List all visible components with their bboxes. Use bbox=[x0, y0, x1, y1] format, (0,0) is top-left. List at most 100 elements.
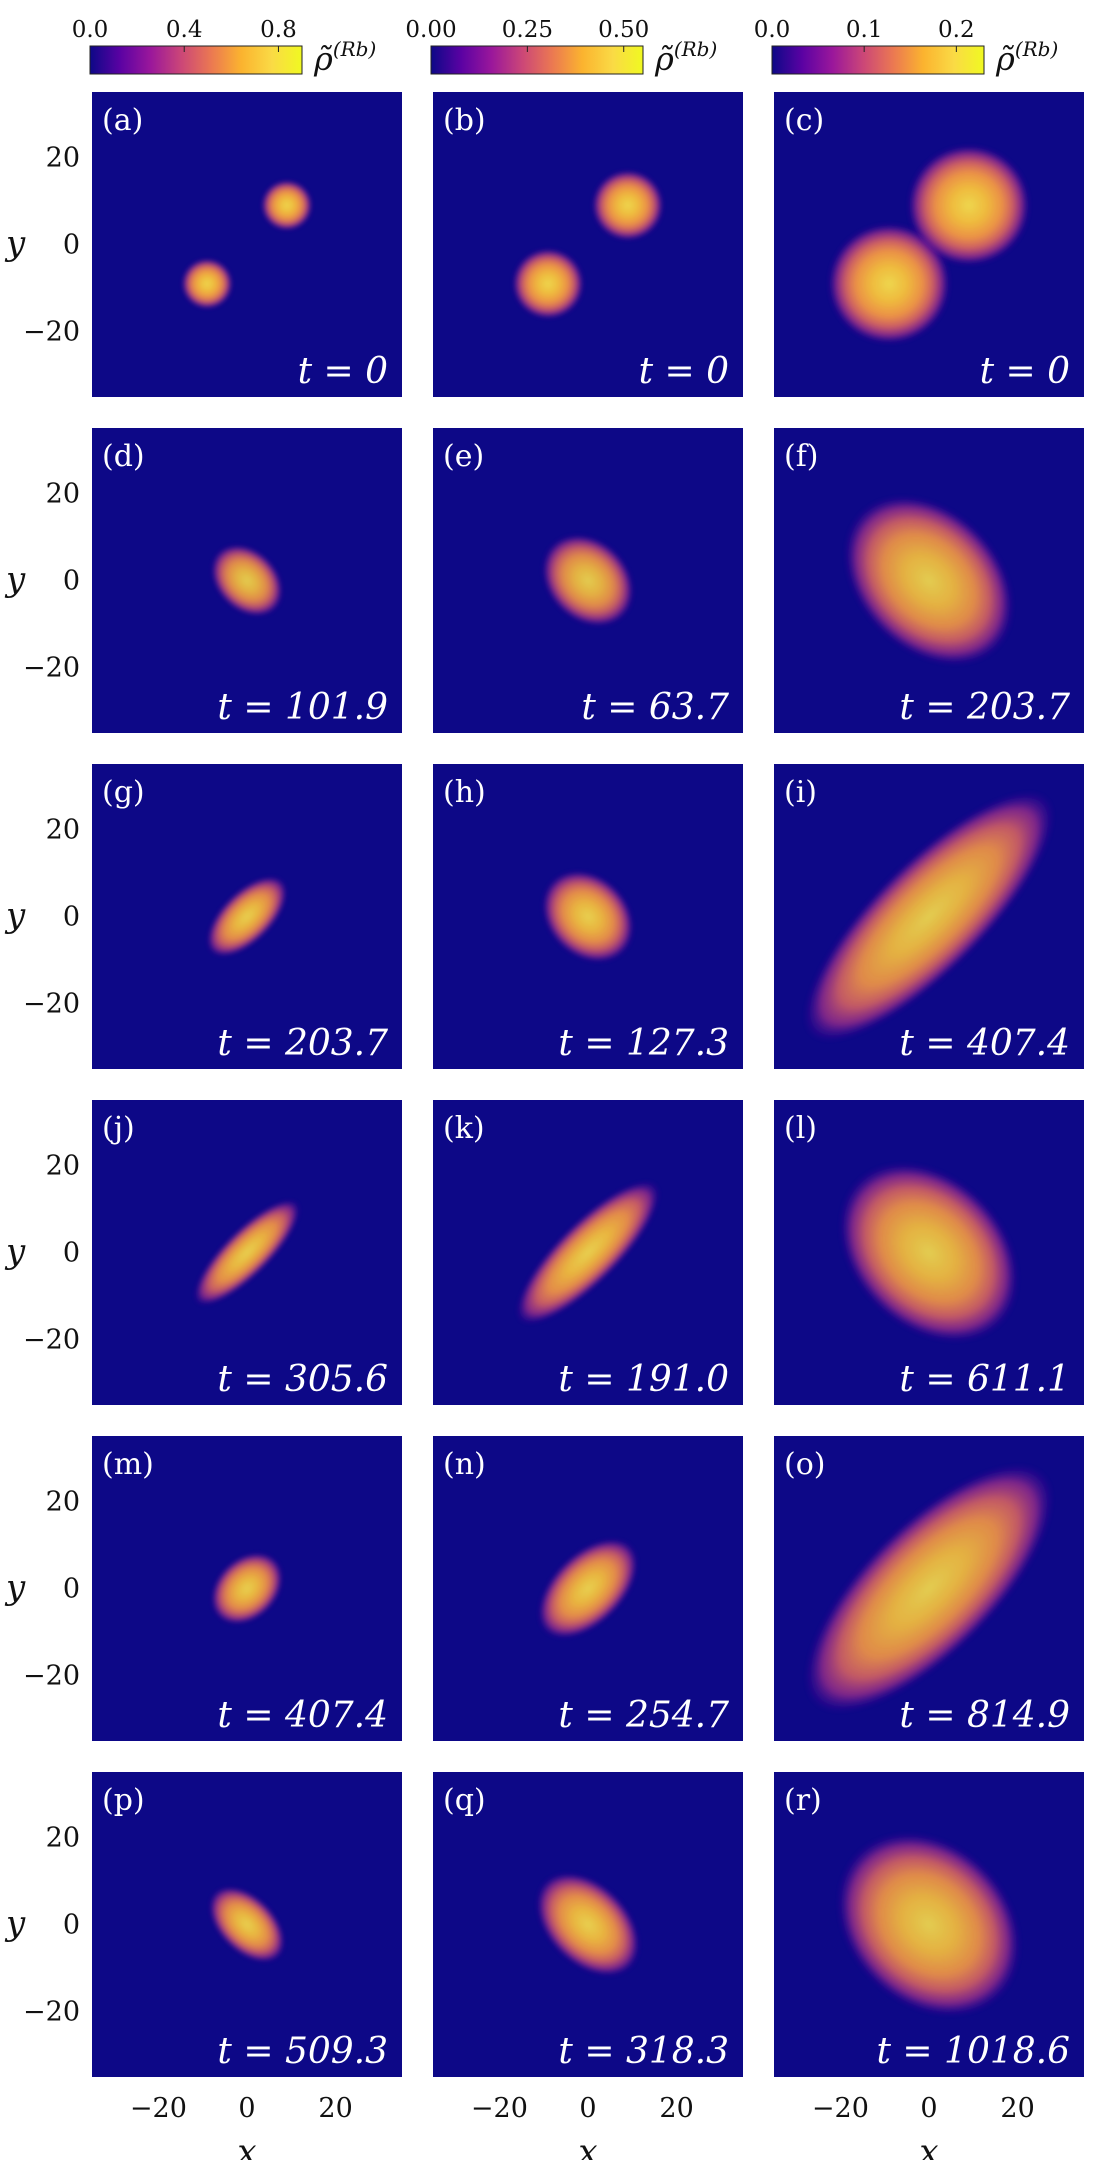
panel-label: (n) bbox=[443, 1447, 486, 1482]
y-tick-label: 20 bbox=[46, 1822, 80, 1853]
density-blob bbox=[592, 170, 664, 241]
panel-e: (e) t = 63.7 bbox=[433, 428, 743, 733]
colorbar-tick-label: 0.25 bbox=[502, 17, 553, 43]
colorbar-tick-label: 0.4 bbox=[166, 17, 203, 43]
y-tick-label: −20 bbox=[23, 1997, 80, 2028]
panel-j: (j) t = 305.6 bbox=[92, 1100, 402, 1405]
density-blob bbox=[837, 1832, 1021, 2017]
time-label: t = 0 bbox=[298, 351, 388, 392]
colorbar-tick-label: 0.0 bbox=[754, 17, 791, 43]
x-axis-label: x bbox=[919, 2132, 938, 2160]
x-tick-label: 0 bbox=[920, 2093, 937, 2124]
colorbar-tick-label: 0.00 bbox=[405, 17, 456, 43]
colorbar-tick-label: 0.50 bbox=[598, 17, 649, 43]
x-tick-label: −20 bbox=[471, 2093, 528, 2124]
panel-p: (p) t = 509.3 bbox=[92, 1772, 402, 2077]
density-blob bbox=[211, 1552, 283, 1625]
panels: (a) t = 0 (b) t = 0 (c) t = 0 (d) t = 101.9 (e) t… bbox=[92, 92, 1084, 2077]
panel-c: (c) t = 0 bbox=[774, 92, 1084, 397]
panel-q: (q) t = 318.3 bbox=[433, 1772, 743, 2077]
time-label: t = 305.6 bbox=[217, 1359, 388, 1400]
y-axis-label: y bbox=[4, 560, 26, 600]
y-tick-label: 20 bbox=[46, 478, 80, 509]
time-label: t = 407.4 bbox=[899, 1023, 1070, 1064]
density-blob bbox=[206, 876, 288, 957]
density-blob bbox=[211, 544, 283, 617]
colorbar-label: ρ̃(Rb) bbox=[313, 37, 376, 78]
panel-g: (g) t = 203.7 bbox=[92, 764, 402, 1069]
colorbar-tick-label: 0.1 bbox=[846, 17, 883, 43]
time-label: t = 611.1 bbox=[899, 1359, 1070, 1400]
panel-label: (k) bbox=[443, 1111, 485, 1146]
y-axis-label: y bbox=[4, 224, 26, 264]
density-blob bbox=[804, 1464, 1054, 1713]
colorbar-tick-label: 0.2 bbox=[938, 17, 975, 43]
density-blob bbox=[209, 1886, 285, 1963]
panel-label: (d) bbox=[102, 439, 145, 474]
density-blob bbox=[803, 791, 1055, 1042]
panel-label: (g) bbox=[102, 775, 145, 810]
time-label: t = 0 bbox=[980, 351, 1070, 392]
colorbar-bar bbox=[430, 45, 644, 75]
panel-label: (q) bbox=[443, 1783, 486, 1818]
y-axis-label: y bbox=[4, 1568, 26, 1608]
y-tick-label: 0 bbox=[63, 1238, 80, 1269]
y-tick-label: −20 bbox=[23, 1661, 80, 1692]
panel-d: (d) t = 101.9 bbox=[92, 428, 402, 733]
panel-label: (a) bbox=[102, 103, 143, 138]
panel-label: (h) bbox=[443, 775, 486, 810]
panel-label: (p) bbox=[102, 1783, 145, 1818]
colorbar-2: 0.0 0.1 0.2 ρ̃(Rb) bbox=[754, 17, 1059, 78]
y-axis-label: y bbox=[4, 1232, 26, 1272]
y-tick-label: 0 bbox=[63, 1574, 80, 1605]
density-blob bbox=[516, 1180, 660, 1325]
y-tick-label: −20 bbox=[23, 989, 80, 1020]
time-label: t = 254.7 bbox=[558, 1695, 729, 1736]
density-blob bbox=[839, 1162, 1019, 1343]
time-label: t = 318.3 bbox=[558, 2031, 729, 2072]
x-axis-label: x bbox=[237, 2132, 256, 2160]
time-label: t = 101.9 bbox=[217, 687, 388, 728]
time-label: t = 407.4 bbox=[217, 1695, 388, 1736]
panel-label: (i) bbox=[784, 775, 817, 810]
x-tick-label: 20 bbox=[659, 2093, 693, 2124]
x-tick-label: 20 bbox=[1000, 2093, 1034, 2124]
colorbar-label: ρ̃(Rb) bbox=[995, 37, 1058, 78]
colorbars: 0.0 0.4 0.8ρ̃(Rb)0.00 0.25 0.50ρ̃(Rb)0.0 0.1 0… bbox=[72, 17, 1059, 78]
density-blob bbox=[194, 1199, 300, 1306]
density-blob bbox=[536, 1872, 640, 1977]
colorbar-tick-label: 0.0 bbox=[72, 17, 109, 43]
density-blob bbox=[828, 223, 951, 344]
y-tick-label: 0 bbox=[63, 566, 80, 597]
panel-label: (m) bbox=[102, 1447, 154, 1482]
colorbar-tick-label: 0.8 bbox=[260, 17, 297, 43]
x-tick-label: −20 bbox=[812, 2093, 869, 2124]
y-tick-label: −20 bbox=[23, 317, 80, 348]
y-axis-label: y bbox=[4, 896, 26, 936]
panel-b: (b) t = 0 bbox=[433, 92, 743, 397]
panel-label: (o) bbox=[784, 1447, 825, 1482]
panel-a: (a) t = 0 bbox=[92, 92, 402, 397]
time-label: t = 203.7 bbox=[899, 687, 1070, 728]
panel-i: (i) t = 407.4 bbox=[774, 764, 1084, 1069]
time-label: t = 63.7 bbox=[581, 687, 729, 728]
colorbar-1: 0.00 0.25 0.50ρ̃(Rb) bbox=[405, 17, 717, 78]
colorbar-bar bbox=[89, 45, 303, 75]
density-blob bbox=[181, 258, 233, 309]
panel-o: (o) t = 814.9 bbox=[774, 1436, 1084, 1741]
y-tick-label: −20 bbox=[23, 653, 80, 684]
density-blob bbox=[844, 495, 1014, 666]
panel-label: (l) bbox=[784, 1111, 817, 1146]
panel-background bbox=[92, 92, 402, 397]
colorbar-bar bbox=[771, 45, 985, 75]
x-axis-label: x bbox=[578, 2132, 597, 2160]
colorbar-0: 0.0 0.4 0.8 ρ̃(Rb) bbox=[72, 17, 377, 78]
y-tick-label: 0 bbox=[63, 902, 80, 933]
panel-r: (r) t = 1018.6 bbox=[774, 1772, 1084, 2077]
panel-m: (m) t = 407.4 bbox=[92, 1436, 402, 1741]
density-blob bbox=[907, 145, 1030, 266]
y-tick-label: 20 bbox=[46, 142, 80, 173]
panel-f: (f) t = 203.7 bbox=[774, 428, 1084, 733]
axes: 20 0 −20 y 20 0 −20 y 20 0 −20 y 20 0 −20 y 20 0 −20 y 20 0 −2… bbox=[4, 142, 1035, 2160]
